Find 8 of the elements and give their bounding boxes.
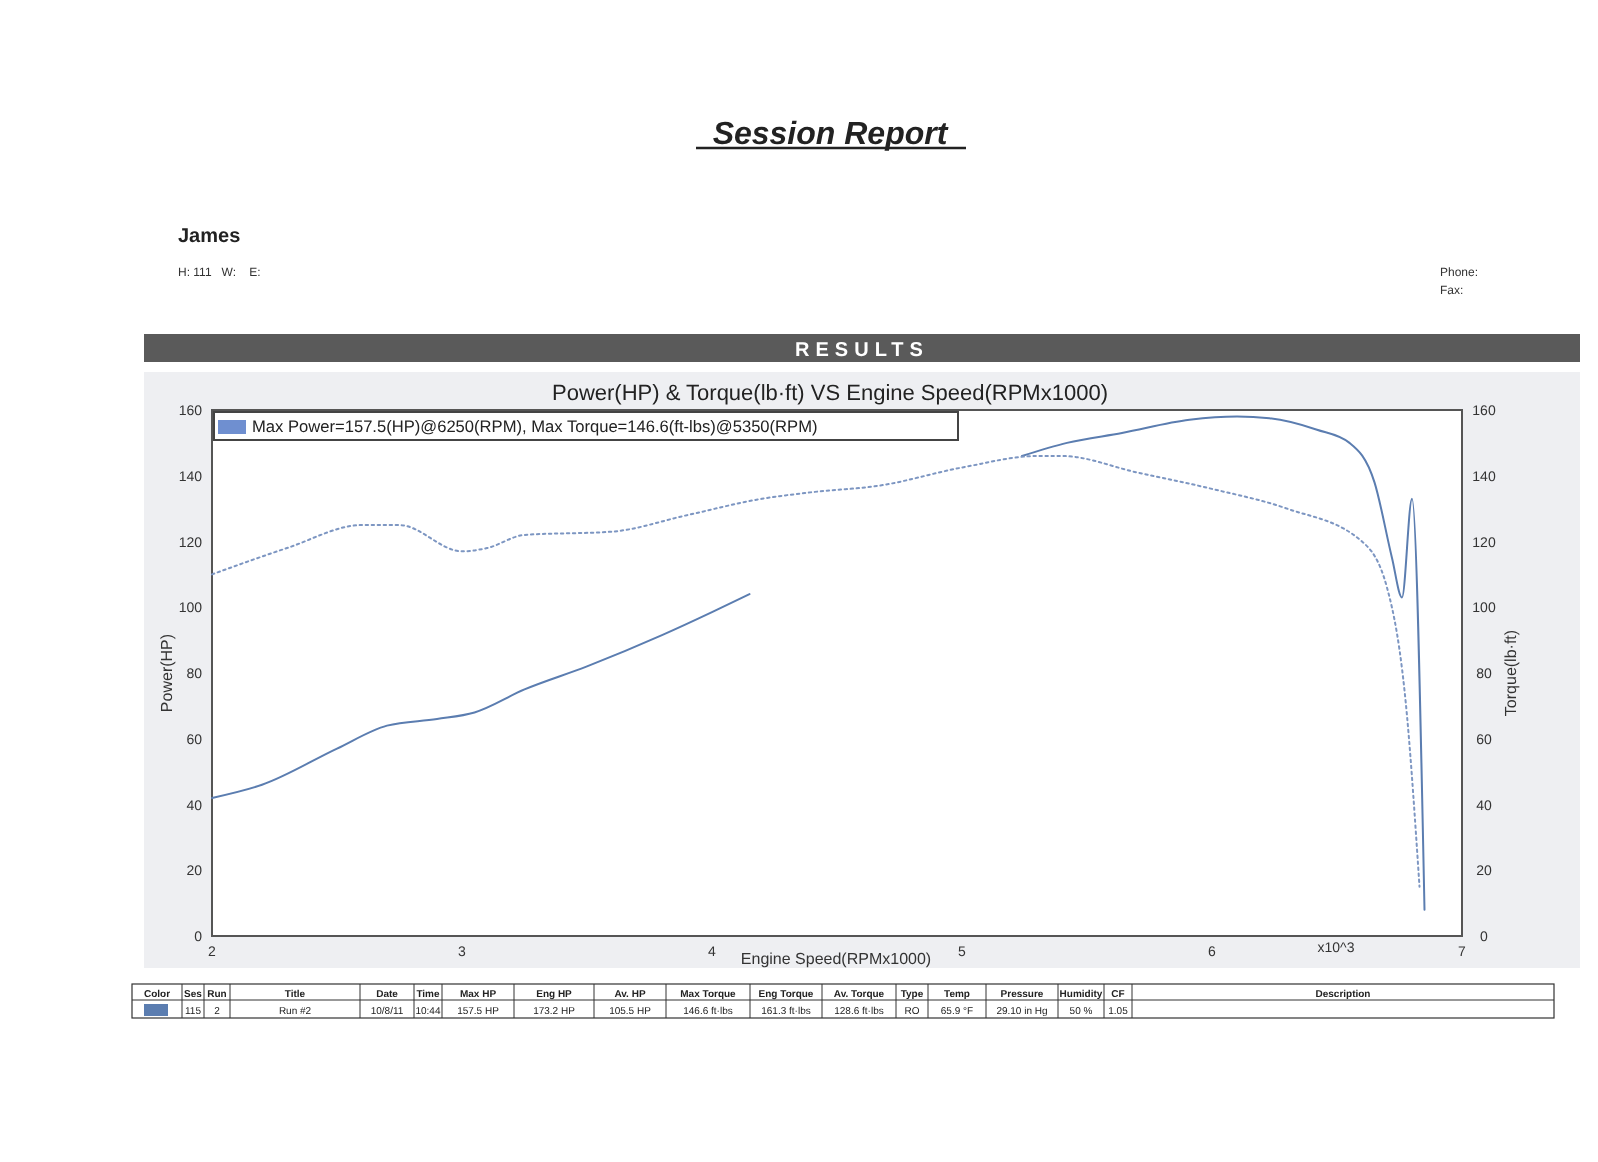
x-axis-title: Engine Speed(RPMx1000): [740, 950, 932, 968]
text: Session Report: [712, 118, 949, 152]
chart-title: Power(HP) & Torque(lb·ft) VS Engine Speed(RPMx1000): [552, 382, 1108, 406]
text: RESULTS: [795, 340, 929, 362]
y-axis-title: Power(HP): [158, 633, 176, 713]
annotation: Max Power=157.5(HP)@6250(RPM), Max Torque=146.6(ft-lbs)@5350(RPM): [252, 416, 818, 436]
text: James: [178, 226, 242, 248]
y2-axis-title: Torque(lb·ft): [1502, 629, 1520, 717]
